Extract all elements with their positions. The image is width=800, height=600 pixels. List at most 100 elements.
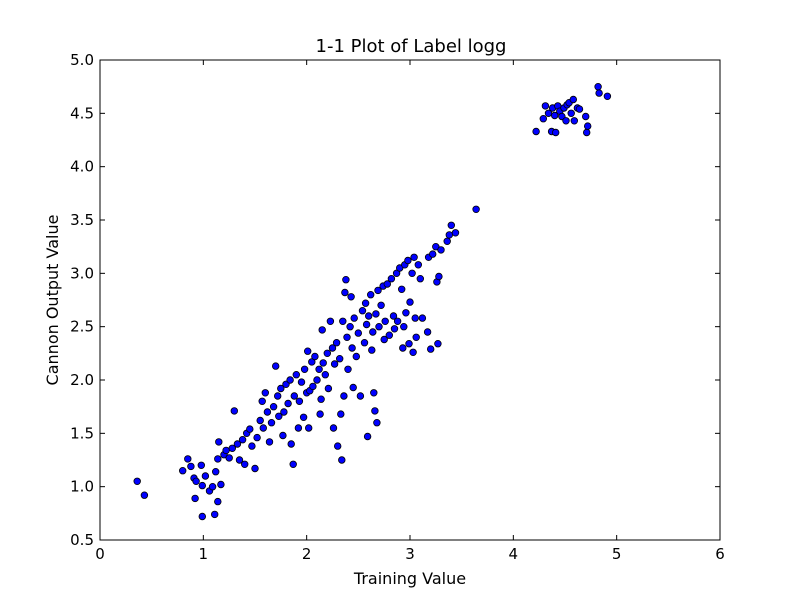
data-point [269,403,278,411]
x-tick-label: 1 [199,545,209,563]
data-point [198,481,206,490]
data-point [352,352,360,361]
data-point [595,89,603,97]
data-point [337,410,345,418]
data-point [279,431,287,440]
data-point [406,298,414,306]
data-point [240,460,249,468]
data-point [432,242,440,251]
data-point [228,444,236,452]
data-point [286,376,294,384]
data-point [374,286,382,295]
y-tick-label: 5.0 [70,51,94,69]
data-point [253,433,261,442]
data-point [316,410,324,418]
data-point [414,261,422,269]
y-axis-title: Cannon Output Value [43,215,62,386]
data-point [409,348,417,356]
data-point [295,397,304,405]
data-point [332,339,341,347]
data-point [230,407,238,415]
data-point [215,438,223,446]
data-point [434,340,442,348]
data-point [318,326,326,334]
data-point [329,424,338,432]
x-tick-label: 0 [95,545,105,563]
data-point [398,285,406,293]
data-point [437,246,445,254]
data-point [313,376,321,384]
data-point [350,314,358,322]
x-tick-label: 3 [405,545,415,563]
data-point [412,333,420,341]
data-point [385,331,393,339]
data-point [184,455,192,463]
data-point [300,365,309,373]
data-point [238,436,247,444]
data-point [187,462,195,471]
data-point [274,392,282,400]
data-point [569,95,577,104]
data-point [354,329,362,337]
data-point [225,454,233,462]
data-point [447,221,455,229]
data-point [201,472,210,480]
data-point [191,494,199,503]
y-tick-label: 4.5 [70,104,94,122]
data-point [387,275,396,283]
data-point [472,205,480,213]
y-tick-label: 3.5 [70,211,94,229]
data-point [198,512,206,521]
data-point [408,269,416,277]
data-point [339,317,347,325]
data-point [324,384,333,393]
data-point [371,407,379,415]
data-point [383,280,391,288]
data-point [290,392,298,400]
data-point [400,323,408,331]
data-point [330,360,339,368]
data-point [259,424,267,432]
data-point [211,468,220,476]
data-point [277,384,285,393]
data-point [256,416,264,425]
x-axis-title: Training Value [353,569,466,588]
data-point [299,413,308,421]
data-point [582,112,590,121]
y-tick-label: 4.0 [70,158,94,176]
data-point [423,328,432,336]
data-point [381,317,389,325]
y-tick-label: 0.5 [70,531,94,549]
data-point [375,323,383,331]
data-point [393,317,402,325]
data-point [309,382,317,391]
data-point [367,291,375,299]
data-point [251,464,259,473]
data-point [584,122,592,130]
y-tick-label: 3.0 [70,264,94,282]
data-point [323,349,331,357]
data-point [360,339,369,347]
data-point [429,250,437,258]
data-point [368,346,376,354]
data-point [551,111,559,120]
data-point [583,128,591,137]
data-point [326,317,335,325]
data-point [343,333,351,341]
data-point [210,510,219,519]
data-point [373,419,381,427]
data-point [411,314,419,322]
data-point [289,460,297,468]
data-point [192,477,200,485]
x-tick-label: 6 [715,545,725,563]
y-tick-label: 2.0 [70,371,94,389]
data-point [567,109,575,117]
data-point [319,359,327,367]
data-point [304,347,312,355]
data-point [340,392,348,400]
data-point [305,424,313,432]
data-point [402,309,410,317]
data-point [235,456,244,464]
x-tick-label: 5 [612,545,622,563]
